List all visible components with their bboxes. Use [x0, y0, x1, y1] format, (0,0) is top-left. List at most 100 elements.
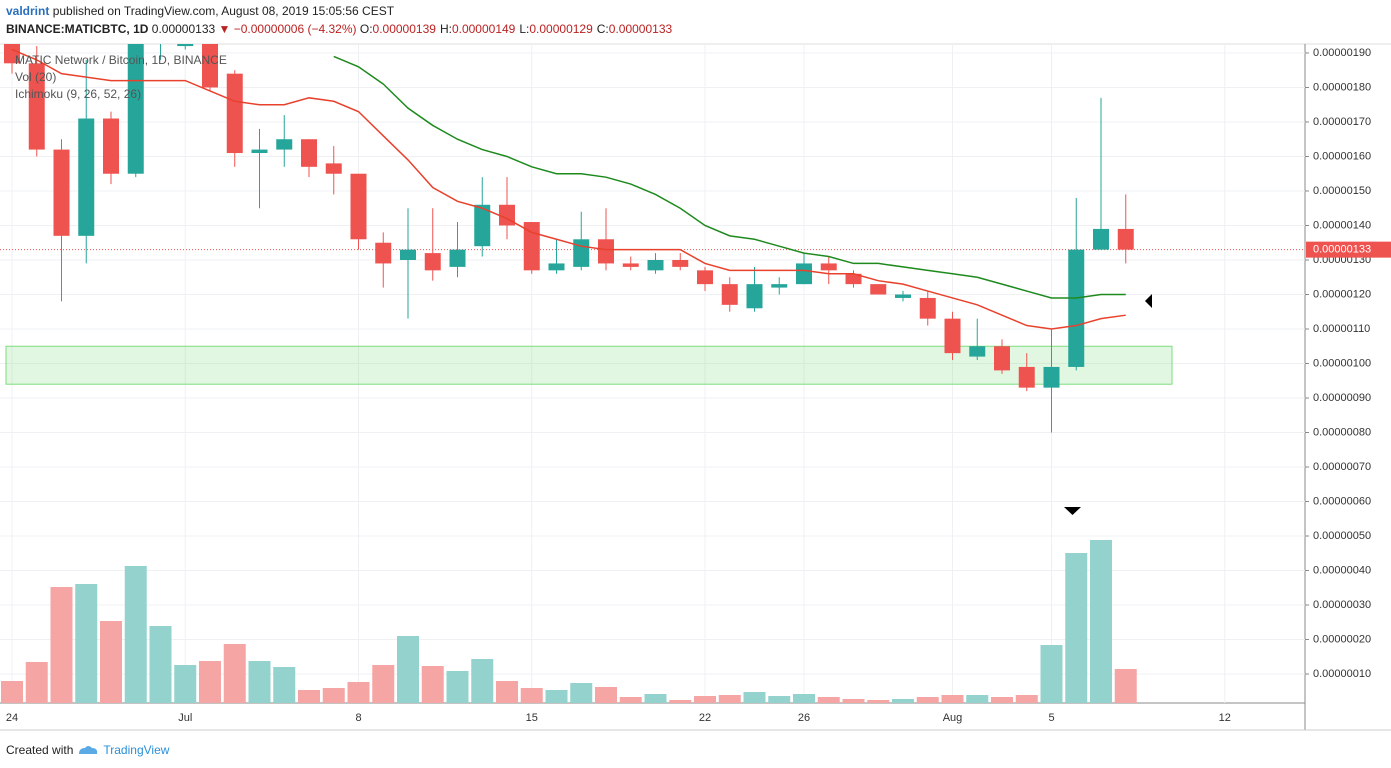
volume-bar	[793, 694, 815, 703]
volume-bar	[199, 661, 221, 703]
volume-bar	[570, 683, 593, 703]
y-tick-label: 0.00000060	[1313, 495, 1371, 507]
y-tick-label: 0.00000160	[1313, 150, 1371, 162]
volume-bar	[149, 626, 172, 703]
x-tick-label: 24	[6, 712, 18, 724]
change: ▼ −0.00000006 (−4.32%)	[218, 22, 357, 36]
candle-body	[325, 163, 342, 174]
arrow-marker	[1145, 294, 1152, 308]
y-tick-label: 0.00000140	[1313, 219, 1371, 231]
candle-body	[449, 249, 466, 267]
volume-bar	[842, 699, 865, 703]
candle-body	[721, 284, 738, 305]
volume-bar	[743, 692, 766, 703]
volume-bar	[619, 697, 642, 703]
volume-bar	[322, 688, 345, 703]
candle-body	[424, 253, 441, 271]
y-tick-label: 0.00000020	[1313, 633, 1371, 645]
y-tick-label: 0.00000180	[1313, 81, 1371, 93]
last: 0.00000133	[151, 22, 216, 36]
volume-bar	[1114, 669, 1137, 703]
candle-body	[1117, 228, 1134, 250]
candle-body	[202, 44, 218, 88]
y-tick-label: 0.00000150	[1313, 185, 1371, 197]
candle-body	[400, 249, 416, 260]
volume-bar	[644, 694, 667, 703]
candle-body	[647, 259, 664, 271]
y-tick-label: 0.00000110	[1313, 323, 1370, 335]
candle-body	[276, 139, 293, 150]
x-tick-label: Jul	[178, 712, 192, 724]
ohlc-value: 0.00000129	[529, 22, 593, 36]
volume-bar	[966, 695, 989, 703]
volume-bar	[1, 681, 23, 703]
candle-body	[672, 259, 689, 267]
ohlc-label: L:	[519, 22, 530, 36]
x-tick-label: 26	[798, 712, 810, 724]
candle-body	[350, 173, 367, 240]
y-tick-label: 0.00000030	[1313, 599, 1371, 611]
volume-bar	[446, 671, 469, 703]
x-tick-label: 15	[526, 712, 538, 724]
volume-bar	[471, 659, 494, 703]
ohlc-label: O:	[359, 22, 373, 36]
ohlc: O:0.00000139 H:0.00000149 L:0.00000129 C:0.…	[360, 22, 676, 36]
x-tick-label: 5	[1048, 712, 1054, 724]
chart-title: MATIC Network / Bitcoin, 1D, BINANCE	[15, 53, 227, 67]
candle-body	[796, 263, 812, 285]
volume-bar	[273, 667, 296, 703]
y-tick-label: 0.00000080	[1313, 426, 1371, 438]
volume-bar	[595, 687, 617, 703]
volume-bar	[718, 695, 741, 703]
indicator-line	[333, 55, 1126, 299]
volume-bar	[520, 688, 543, 703]
candle-body	[944, 318, 961, 354]
candle-body	[226, 73, 243, 154]
candle-body	[870, 284, 887, 295]
volume-bar	[50, 587, 73, 703]
y-tick-label: 0.00000070	[1313, 461, 1371, 473]
volume-bar	[669, 700, 692, 703]
volume-bar	[916, 697, 939, 703]
candle-body	[622, 263, 639, 267]
footer-brand: TradingView	[103, 743, 170, 757]
volume-label: Vol (20)	[15, 70, 56, 84]
y-tick-label: 0.00000050	[1313, 530, 1371, 542]
candle-body	[895, 294, 911, 298]
candle-body	[820, 263, 837, 271]
candle-body	[474, 204, 491, 247]
symbol: BINANCE:MATICBTC, 1D	[6, 22, 149, 36]
header-line: valdrint published on TradingView.com, A…	[6, 4, 394, 18]
candle-body	[771, 284, 788, 288]
indicator-line	[11, 48, 1126, 330]
last-price-box	[1306, 241, 1391, 258]
candle-body	[4, 44, 20, 64]
candle-body	[746, 284, 763, 309]
symbol-line: BINANCE:MATICBTC, 1D 0.00000133 ▼ −0.000…	[6, 22, 676, 36]
y-tick-label: 0.00000010	[1313, 668, 1371, 680]
volume-bar	[817, 697, 840, 703]
arrow-marker	[1064, 507, 1081, 515]
last-price-label: 0.00000133	[1313, 244, 1371, 256]
candle-body	[78, 118, 95, 236]
x-tick-label: Aug	[943, 712, 963, 724]
indicator-label: Ichimoku (9, 26, 52, 26)	[15, 87, 141, 101]
volume-bar	[124, 566, 147, 703]
volume-bar	[694, 696, 716, 703]
volume-bar	[223, 644, 246, 703]
volume-bar	[347, 682, 370, 703]
candle-body	[1068, 249, 1085, 367]
y-tick-label: 0.00000190	[1313, 47, 1371, 59]
volume-bar	[1040, 645, 1063, 703]
y-tick-label: 0.00000090	[1313, 392, 1371, 404]
y-tick-label: 0.00000040	[1313, 564, 1371, 576]
candle-body	[53, 149, 70, 236]
candle-body	[177, 44, 194, 47]
candle-body	[127, 44, 144, 174]
ohlc-value: 0.00000149	[451, 22, 516, 36]
y-tick-label: 0.00000170	[1313, 116, 1371, 128]
candle-body	[1018, 366, 1035, 388]
volume-bar	[298, 690, 320, 703]
volume-bar	[545, 690, 568, 703]
candle-body	[301, 139, 317, 167]
